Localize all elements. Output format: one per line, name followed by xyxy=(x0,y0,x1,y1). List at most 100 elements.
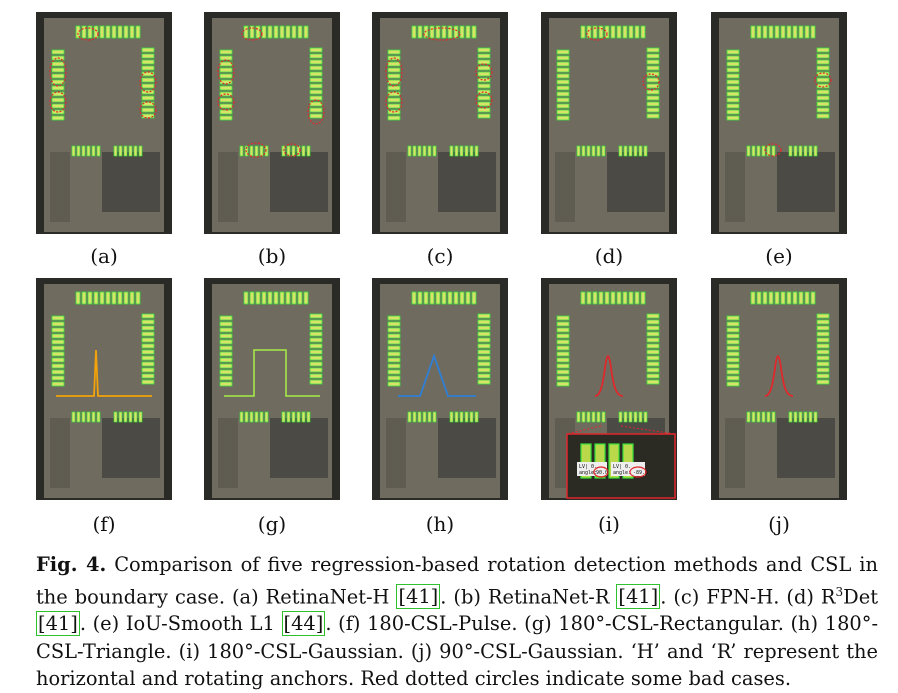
car-box xyxy=(309,331,323,337)
car-box xyxy=(581,145,586,157)
car-box xyxy=(417,291,423,305)
car-box xyxy=(135,291,141,305)
bad-case-circle xyxy=(593,466,609,478)
citation-link[interactable]: [41] xyxy=(616,583,661,609)
bad-case-circle xyxy=(475,63,493,81)
car-box xyxy=(556,73,570,79)
car-box xyxy=(297,291,303,305)
car-box xyxy=(309,53,323,59)
car-box xyxy=(219,357,233,363)
car-box xyxy=(51,103,65,109)
car-box xyxy=(285,25,291,39)
citation-link[interactable]: [44] xyxy=(281,611,326,637)
car-box xyxy=(387,103,401,109)
car-box xyxy=(427,145,432,157)
car-box xyxy=(768,25,774,39)
car-box xyxy=(51,345,65,351)
car-box xyxy=(792,25,798,39)
car-box xyxy=(477,59,491,65)
car-box xyxy=(87,291,93,305)
car-box xyxy=(51,49,65,55)
car-box xyxy=(580,443,592,479)
car-box xyxy=(726,85,740,91)
car-box xyxy=(816,379,830,385)
car-box xyxy=(598,25,604,39)
car-box xyxy=(81,291,87,305)
car-box xyxy=(99,25,105,39)
car-box xyxy=(646,319,660,325)
car-box xyxy=(477,65,491,71)
car-box xyxy=(129,291,135,305)
car-box xyxy=(138,411,143,423)
car-box xyxy=(412,145,417,157)
car-box xyxy=(141,373,155,379)
car-box xyxy=(219,91,233,97)
car-box xyxy=(751,411,756,423)
car-box xyxy=(477,367,491,373)
car-box xyxy=(219,363,233,369)
aerial-image xyxy=(36,12,172,234)
car-box xyxy=(726,67,740,73)
gaussian-curve xyxy=(594,355,624,397)
panel-g xyxy=(204,278,340,500)
bad-case-circle xyxy=(139,71,157,93)
car-box xyxy=(118,145,123,157)
car-box xyxy=(291,291,297,305)
car-box xyxy=(51,97,65,103)
car-box xyxy=(267,25,273,39)
car-box xyxy=(301,145,306,157)
car-box xyxy=(111,291,117,305)
car-box xyxy=(249,145,254,157)
car-box xyxy=(556,49,570,55)
car-box xyxy=(477,361,491,367)
car-box xyxy=(309,373,323,379)
car-box xyxy=(768,291,774,305)
car-box xyxy=(309,325,323,331)
car-box xyxy=(638,411,643,423)
car-box xyxy=(646,65,660,71)
car-box xyxy=(633,411,638,423)
car-box xyxy=(477,89,491,95)
car-box xyxy=(219,115,233,121)
car-box xyxy=(477,113,491,119)
car-box xyxy=(646,83,660,89)
car-box xyxy=(254,411,259,423)
car-box xyxy=(816,349,830,355)
car-box xyxy=(556,103,570,109)
car-box xyxy=(816,331,830,337)
car-box xyxy=(816,361,830,367)
car-box xyxy=(219,85,233,91)
car-box xyxy=(604,25,610,39)
car-box xyxy=(726,315,740,321)
car-box xyxy=(798,411,803,423)
car-box xyxy=(86,145,91,157)
car-box xyxy=(141,355,155,361)
car-box xyxy=(646,337,660,343)
car-box xyxy=(113,411,118,423)
car-box xyxy=(477,373,491,379)
citation-link[interactable]: [41] xyxy=(36,611,80,637)
car-box xyxy=(118,411,123,423)
car-box xyxy=(477,331,491,337)
car-box xyxy=(309,319,323,325)
car-box xyxy=(412,411,417,423)
car-box xyxy=(387,61,401,67)
car-box xyxy=(556,369,570,375)
car-box xyxy=(51,363,65,369)
car-box xyxy=(591,411,596,423)
car-box xyxy=(387,333,401,339)
car-box xyxy=(51,357,65,363)
panel-f xyxy=(36,278,172,500)
car-box xyxy=(477,319,491,325)
car-box xyxy=(469,145,474,157)
car-box xyxy=(219,67,233,73)
car-box xyxy=(646,47,660,53)
car-box xyxy=(726,91,740,97)
car-box xyxy=(586,411,591,423)
car-box xyxy=(453,291,459,305)
car-box xyxy=(474,411,479,423)
caption-text: . (f) 180-CSL-Pulse. (g) 180°-CSL-Rectan… xyxy=(36,612,878,691)
citation-link[interactable]: [41] xyxy=(396,583,441,609)
car-box xyxy=(592,291,598,305)
car-box xyxy=(87,25,93,39)
